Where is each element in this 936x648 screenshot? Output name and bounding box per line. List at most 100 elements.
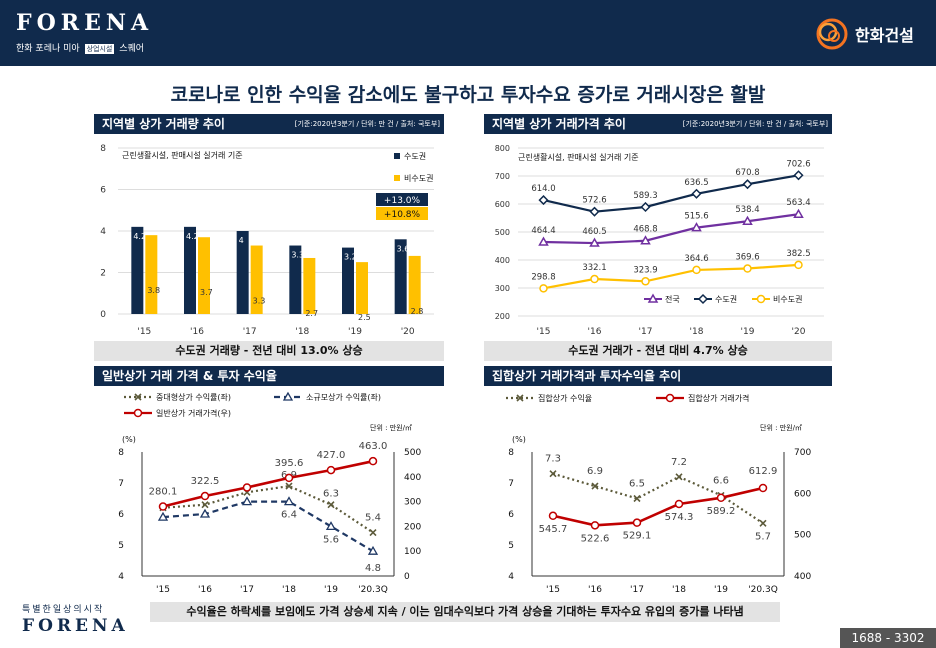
bar-value-label: 3.6: [397, 244, 410, 253]
data-point: [369, 529, 377, 537]
data-point: [691, 222, 702, 232]
data-point: [590, 274, 599, 284]
x-tick-label: '19: [714, 585, 728, 595]
y-tick-label: 300: [495, 284, 510, 293]
data-point: [549, 470, 557, 478]
data-point: [284, 473, 294, 483]
legend-marker: [516, 394, 524, 402]
bar-value-label: 4.2: [133, 232, 146, 241]
data-label: 395.6: [275, 458, 304, 469]
x-tick-label: '16: [588, 327, 602, 337]
x-tick-label: '20: [401, 327, 415, 337]
data-point: [640, 201, 651, 213]
data-label: 468.8: [633, 225, 657, 235]
bar: [342, 247, 354, 314]
data-label: 6.4: [281, 510, 297, 521]
bar: [394, 239, 407, 314]
y-tick-label: 6: [508, 510, 514, 520]
series-line: [543, 174, 799, 213]
data-point: [326, 465, 336, 475]
data-label: 612.9: [749, 466, 778, 477]
x-tick-label: '15: [546, 585, 560, 595]
data-point: [793, 170, 804, 181]
data-point: [675, 473, 683, 481]
series-line: [543, 263, 799, 290]
x-tick-label: '16: [198, 585, 212, 595]
y2-axis-label: 단위 : 만원/㎡: [370, 423, 412, 432]
data-point: [758, 483, 768, 493]
brand-logo: FORENA: [16, 10, 154, 36]
x-tick-label: '17: [243, 327, 257, 337]
data-point: [200, 491, 210, 501]
data-point: [327, 501, 335, 509]
data-point: [641, 277, 650, 286]
bar-value-label: 3.8: [147, 286, 160, 295]
bar: [236, 231, 249, 314]
data-label: 427.0: [317, 450, 346, 461]
brand-subtitle: 한화 포레나 미아 상업시설 스퀘어: [16, 41, 144, 54]
bar: [184, 226, 196, 314]
y-tick-label: 6: [118, 510, 124, 520]
data-point: [283, 496, 295, 506]
y2-tick-label: 200: [404, 522, 421, 532]
data-label: 382.5: [786, 249, 810, 259]
x-tick-label: '17: [630, 585, 644, 595]
y-tick-label: 8: [100, 144, 106, 154]
x-tick-label: '19: [741, 327, 755, 337]
legend-label: 중대형상가 수익률(좌): [156, 392, 231, 402]
footer-tagline: 특별한일상의시작: [22, 605, 105, 615]
data-label: 572.6: [582, 196, 606, 206]
bar-value-label: 3.3: [253, 297, 266, 306]
y-tick-label: 4: [508, 572, 514, 582]
data-point: [538, 236, 549, 246]
data-label: 6.9: [587, 466, 603, 477]
legend-label: 비수도권: [773, 294, 802, 304]
bar-value-label: 2.5: [358, 313, 371, 322]
data-label: 323.9: [633, 265, 657, 275]
x-tick-label: '16: [190, 327, 204, 337]
data-label: 332.1: [582, 263, 606, 273]
data-point: [674, 499, 684, 509]
data-label: 5.6: [323, 534, 339, 545]
section4-title: 집합상가 거래가격과 투자수익율 추이: [492, 369, 682, 383]
bar: [303, 257, 316, 314]
data-point: [368, 456, 378, 466]
data-point: [589, 206, 600, 217]
section2-title: 지역별 상가 거래가격 추이: [492, 117, 626, 131]
annotation-label: +10.8%: [384, 210, 421, 220]
data-point: [632, 518, 642, 527]
data-label: 464.4: [531, 226, 555, 236]
legend-marker: [665, 393, 675, 403]
brand-sub-b: 스퀘어: [119, 44, 145, 54]
y-tick-label: 600: [495, 200, 510, 209]
data-point: [743, 264, 752, 273]
x-tick-label: '15: [537, 327, 551, 337]
y-tick-label: 500: [495, 228, 510, 237]
data-point: [539, 284, 548, 293]
annotation-label: +13.0%: [384, 196, 421, 206]
y2-tick-label: 700: [794, 448, 811, 458]
data-label: 670.8: [735, 168, 759, 178]
y-tick-label: 5: [118, 541, 124, 551]
section2-summary: 수도권 거래가 - 전년 대비 4.7% 상승: [484, 341, 832, 361]
chart-general-store: 4 5 6 7 8 0 100 200 300 400 500 (%) 단위 : 만원/㎡ '15 '16 '…: [118, 391, 421, 595]
data-label: 589.2: [707, 506, 736, 517]
x-tick-label: '19: [348, 327, 362, 337]
bar-value-label: 4: [239, 236, 244, 245]
data-label: 636.5: [684, 178, 708, 188]
bar: [131, 226, 144, 314]
chart-note: 근린생활시설, 판매시설 실거래 기준: [518, 152, 639, 162]
chart-price: 200 300 400 500 600 700 800 근린생활시설, 판매시설 실거래 기준…: [495, 144, 824, 337]
data-label: 460.5: [582, 227, 606, 237]
bar: [289, 245, 302, 314]
series-line: [162, 484, 374, 534]
y-tick-label: 6: [100, 186, 106, 196]
page-headline: 코로나로 인한 수익율 감소에도 불구하고 투자수요 증가로 거래시장은 활발: [170, 84, 766, 106]
data-point: [742, 179, 753, 190]
legend-marker: [647, 293, 659, 303]
section2-header: 지역별 상가 거래가격 추이 [기준:2020년3분기 / 단위: 만 건 / …: [484, 114, 832, 134]
data-label: 6.5: [629, 479, 645, 490]
data-label: 545.7: [539, 524, 568, 535]
data-label: 574.3: [665, 512, 694, 523]
data-label: 364.6: [684, 254, 708, 264]
